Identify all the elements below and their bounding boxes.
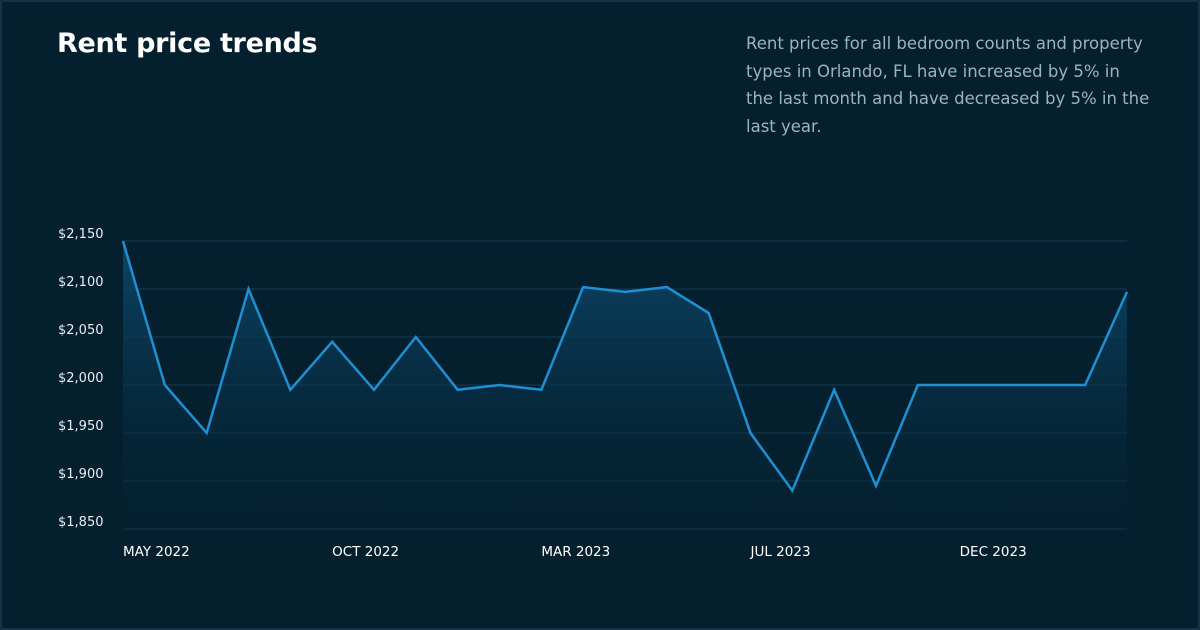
x-tick-label: DEC 2023 <box>960 544 1027 560</box>
data-point <box>915 382 921 388</box>
data-point <box>873 483 879 489</box>
x-tick-label: OCT 2022 <box>332 544 399 560</box>
data-point <box>413 334 419 340</box>
y-tick-label: $1,850 <box>58 515 104 530</box>
series-path <box>121 240 1129 494</box>
data-point <box>1040 382 1046 388</box>
data-point <box>580 284 586 290</box>
data-point <box>371 387 377 393</box>
y-tick-label: $2,100 <box>58 275 104 290</box>
data-point <box>204 430 210 436</box>
data-point <box>497 382 503 388</box>
y-axis-ticks: $2,150 $2,100 $2,050 $2,000 $1,950 $1,900 $1,8… <box>58 227 104 530</box>
y-tick-label: $1,950 <box>58 419 104 434</box>
data-point <box>1124 289 1130 295</box>
area-shape <box>123 241 1127 529</box>
y-tick-label: $2,150 <box>58 227 104 242</box>
chart-description: Rent prices for all bedroom counts and p… <box>746 34 1150 136</box>
data-point <box>538 387 544 393</box>
x-tick-label: MAR 2023 <box>541 544 610 560</box>
data-point <box>999 382 1005 388</box>
data-point <box>329 339 335 345</box>
y-tick-label: $1,900 <box>58 467 104 482</box>
page-title: Rent price trends <box>57 28 318 59</box>
x-axis-ticks: MAY 2022 OCT 2022 MAR 2023 JUL 2023 DEC 2023 <box>123 544 1027 560</box>
data-point <box>706 310 712 316</box>
data-point <box>957 382 963 388</box>
data-point <box>120 238 126 244</box>
x-tick-label: MAY 2022 <box>123 544 190 560</box>
data-point <box>622 289 628 295</box>
data-point <box>162 382 168 388</box>
data-point <box>664 284 670 290</box>
y-tick-label: $2,000 <box>58 371 104 386</box>
series-line <box>120 238 1130 494</box>
data-point <box>455 387 461 393</box>
data-point <box>1082 382 1088 388</box>
data-point <box>789 488 795 494</box>
data-point <box>287 387 293 393</box>
x-tick-label: JUL 2023 <box>750 544 811 560</box>
data-point <box>748 430 754 436</box>
data-point <box>831 387 837 393</box>
data-point <box>246 286 252 292</box>
y-tick-label: $2,050 <box>58 323 104 338</box>
area-fill <box>123 241 1127 529</box>
